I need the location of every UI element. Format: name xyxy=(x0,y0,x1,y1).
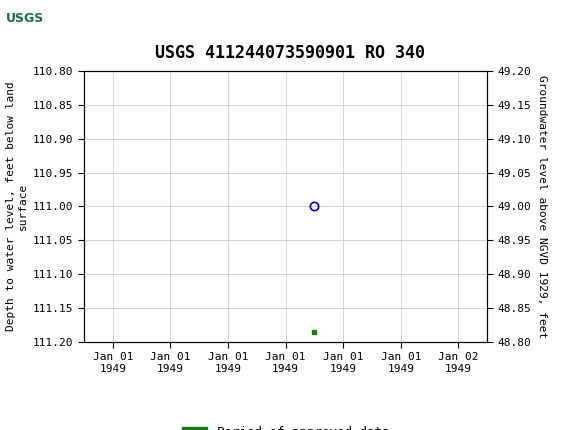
Text: USGS: USGS xyxy=(6,12,44,25)
Legend: Period of approved data: Period of approved data xyxy=(177,421,394,430)
Y-axis label: Depth to water level, feet below land
surface: Depth to water level, feet below land su… xyxy=(6,82,28,331)
Bar xyxy=(5,3,63,35)
Text: USGS 411244073590901 RO 340: USGS 411244073590901 RO 340 xyxy=(155,44,425,62)
Text: USGS: USGS xyxy=(75,12,122,26)
Y-axis label: Groundwater level above NGVD 1929, feet: Groundwater level above NGVD 1929, feet xyxy=(537,75,547,338)
